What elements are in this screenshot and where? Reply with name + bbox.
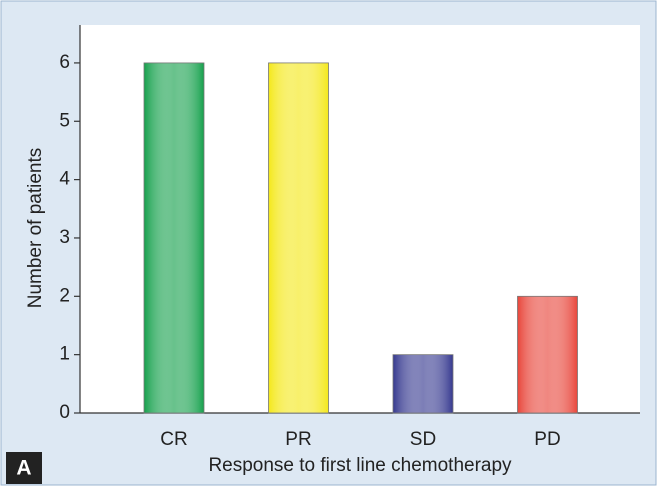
y-tick-label: 0	[59, 402, 70, 423]
x-tick-label: PR	[285, 429, 311, 450]
bar	[517, 295, 578, 414]
y-tick-label: 4	[59, 169, 70, 190]
panel-label: A	[16, 457, 31, 480]
x-tick-label: SD	[410, 429, 436, 450]
y-tick-label: 1	[59, 344, 70, 365]
x-axis-label: Response to first line chemotherapy	[208, 455, 512, 476]
bar	[268, 62, 329, 414]
y-tick-label: 3	[59, 227, 70, 248]
x-tick-label: PD	[534, 429, 560, 450]
y-tick-label: 2	[59, 285, 70, 306]
y-tick-label: 5	[59, 110, 70, 131]
y-axis-label: Number of patients	[25, 148, 46, 309]
panel-label-box	[6, 452, 42, 484]
y-tick-label: 6	[59, 52, 70, 73]
x-tick-label: CR	[160, 429, 187, 450]
bar	[143, 62, 205, 414]
bar	[392, 354, 454, 414]
